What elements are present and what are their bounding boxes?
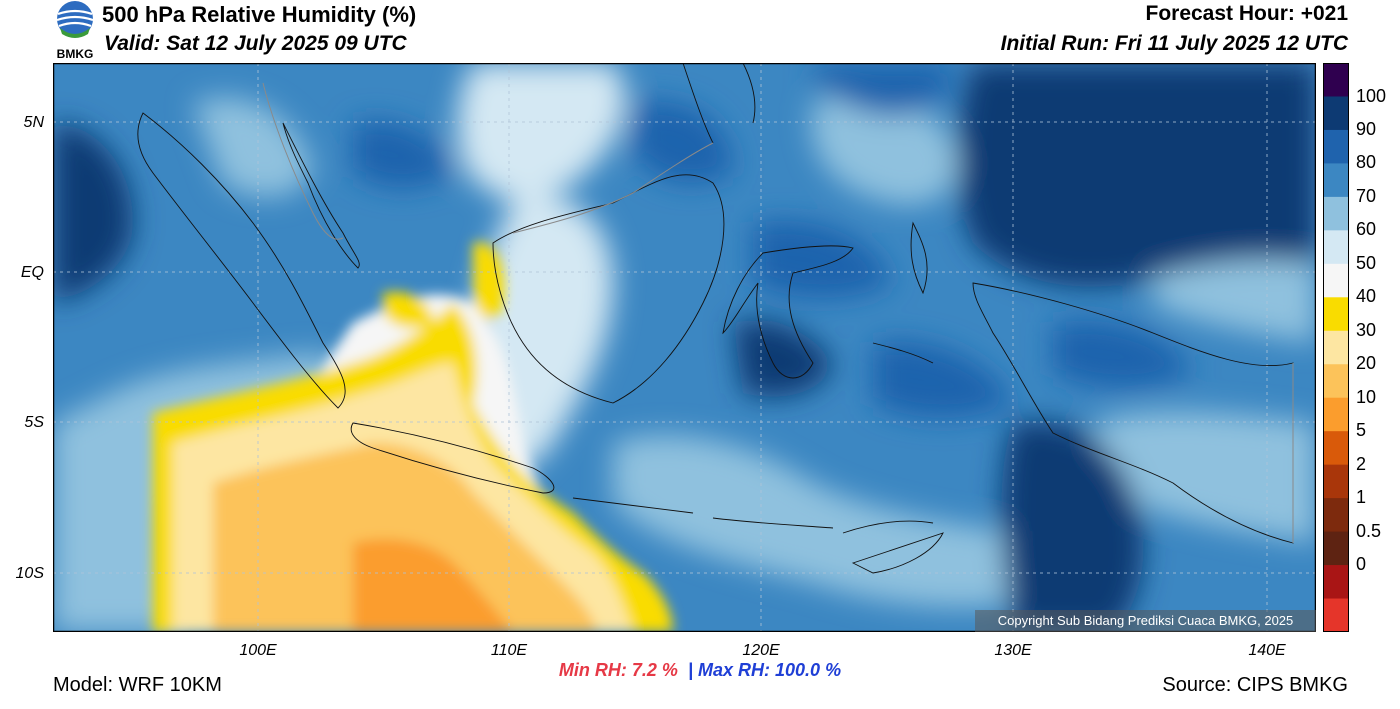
lat-label-10s: 10S bbox=[15, 565, 44, 582]
colorbar-label: 80 bbox=[1356, 152, 1377, 173]
model-info: Model: WRF 10KM bbox=[53, 674, 222, 696]
colorbar-label: 30 bbox=[1356, 319, 1377, 340]
lon-label-120e: 120E bbox=[742, 642, 780, 659]
colorbar-swatch bbox=[1323, 565, 1349, 600]
colorbar-label: 2 bbox=[1356, 453, 1367, 474]
colorbar-label: 90 bbox=[1356, 118, 1377, 139]
colorbar-label: 100 bbox=[1356, 85, 1387, 106]
humidity-map bbox=[52, 62, 1317, 633]
colorbar-swatch bbox=[1323, 230, 1349, 265]
colorbar-swatch bbox=[1323, 263, 1349, 298]
humidity-map-svg bbox=[52, 62, 1317, 633]
lon-label-110e: 110E bbox=[490, 642, 528, 659]
lat-label-5s: 5S bbox=[24, 414, 44, 431]
colorbar-swatch bbox=[1323, 598, 1349, 633]
colorbar-label: 0 bbox=[1356, 554, 1367, 575]
colorbar-label: 0.5 bbox=[1356, 520, 1382, 541]
colorbar-swatch bbox=[1323, 96, 1349, 131]
max-rh: Max RH: 100.0 % bbox=[698, 660, 842, 680]
lon-label-140e: 140E bbox=[1248, 642, 1286, 659]
lat-label-eq: EQ bbox=[20, 264, 44, 281]
colorbar-label: 70 bbox=[1356, 185, 1377, 206]
colorbar-swatch bbox=[1323, 431, 1349, 466]
initial-run: Initial Run: Fri 11 July 2025 12 UTC bbox=[1000, 32, 1348, 55]
map-title: 500 hPa Relative Humidity (%) bbox=[102, 2, 417, 27]
min-rh: Min RH: 7.2 % bbox=[558, 660, 678, 680]
forecast-hour: Forecast Hour: +021 bbox=[1145, 2, 1349, 25]
colorbar-label: 1 bbox=[1356, 487, 1367, 508]
colorbar-swatch bbox=[1323, 397, 1349, 432]
bmkg-logo: BMKG bbox=[50, 0, 100, 62]
colorbar-swatch bbox=[1323, 464, 1349, 499]
colorbar-swatch bbox=[1323, 330, 1349, 365]
logo-text: BMKG bbox=[57, 47, 94, 61]
colorbar-label: 5 bbox=[1356, 420, 1367, 441]
lon-label-100e: 100E bbox=[239, 642, 277, 659]
colorbar-swatch bbox=[1323, 531, 1349, 566]
coastlines bbox=[137, 63, 1294, 574]
colorbar-swatch bbox=[1323, 196, 1349, 231]
lat-label-5n: 5N bbox=[23, 114, 44, 131]
colorbar-label: 60 bbox=[1356, 219, 1377, 240]
rh-stats: Min RH: 7.2 % | Max RH: 100.0 % bbox=[0, 660, 1400, 681]
colorbar-label: 50 bbox=[1356, 252, 1377, 273]
valid-time: Valid: Sat 12 July 2025 09 UTC bbox=[104, 32, 407, 55]
colorbar-swatch bbox=[1323, 163, 1349, 198]
colorbar-label: 40 bbox=[1356, 286, 1377, 307]
colorbar-swatch bbox=[1323, 498, 1349, 533]
colorbar-swatch bbox=[1323, 297, 1349, 332]
stats-separator: | bbox=[687, 660, 693, 680]
colorbar-label: 20 bbox=[1356, 353, 1377, 374]
colorbar-svg bbox=[1323, 63, 1349, 633]
colorbar bbox=[1323, 63, 1349, 633]
source-info: Source: CIPS BMKG bbox=[1162, 674, 1348, 696]
graticule bbox=[53, 63, 1316, 632]
colorbar-swatch bbox=[1323, 129, 1349, 164]
colorbar-swatch bbox=[1323, 63, 1349, 97]
lon-label-130e: 130E bbox=[994, 642, 1032, 659]
colorbar-label: 10 bbox=[1356, 386, 1377, 407]
copyright-note: Copyright Sub Bidang Prediksi Cuaca BMKG… bbox=[975, 610, 1316, 632]
colorbar-swatch bbox=[1323, 364, 1349, 399]
logo-globe-icon bbox=[57, 1, 93, 37]
